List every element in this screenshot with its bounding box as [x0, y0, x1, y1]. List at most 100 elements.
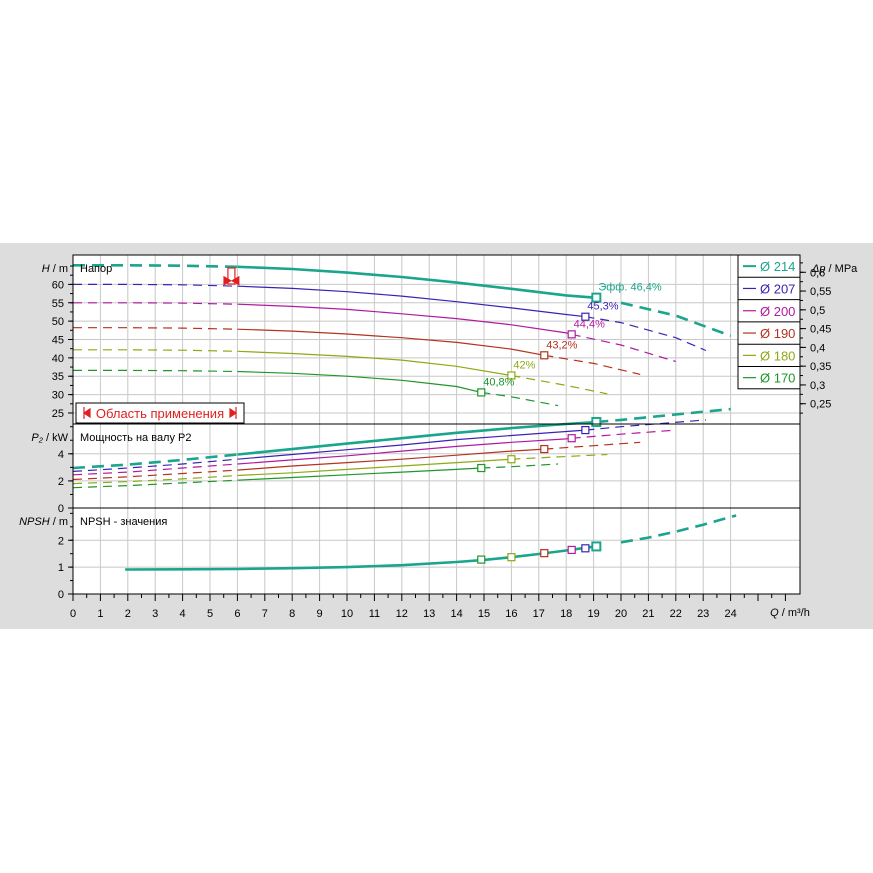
x-tick-label: 13 [423, 608, 435, 620]
y2-tick-label: 0,4 [810, 342, 825, 354]
application-range: Область применения [75, 402, 245, 424]
range-marker-flag-icon [227, 267, 236, 285]
y-tick-label: 35 [52, 371, 64, 383]
legend-entry-label: Ø 214 [760, 259, 795, 274]
y-axis-label-npsh: NPSH / m [19, 516, 68, 528]
legend-entry-label: Ø 200 [760, 304, 795, 319]
range-right-arrow-icon [229, 407, 238, 419]
axes-layer: 0 1 2 3 4 5 6 7 8 9 10 11 12 13 14 15 16 17 18 19 20 21 22 23 24… [19, 254, 858, 620]
y2-tick-label: 0,5 [810, 305, 825, 317]
x-tick-label: 15 [478, 608, 490, 620]
npsh-bep-marker [540, 549, 549, 558]
x-tick-label: 5 [207, 608, 213, 620]
y-tick-label: 25 [52, 408, 64, 420]
x-tick-label: 19 [587, 608, 599, 620]
y-tick-label: 50 [52, 316, 64, 328]
y-tick-label: 45 [52, 335, 64, 347]
bep-marker-power-3 [540, 444, 549, 454]
series-head-0-dashed-end [620, 301, 732, 338]
series-npsh-0-dashed-end [620, 514, 737, 544]
x-tick-label: 1 [97, 608, 103, 620]
series-head-1-dashed-start [73, 283, 238, 287]
efficiency-label: 45,3% [587, 301, 618, 313]
y-axis-label-power: P₂ / kW [31, 432, 68, 444]
y-tick-label: 1 [58, 562, 64, 574]
series-head-2-dashed-start [73, 302, 238, 305]
legend: Ø 214 Ø 207 Ø 200 Ø 190 Ø 180 Ø 170 [737, 254, 801, 390]
series-power-3-dashed-end [544, 441, 641, 450]
bep-marker-head-3 [540, 351, 549, 360]
x-tick-label: 9 [317, 608, 323, 620]
x-tick-label: 0 [70, 608, 76, 620]
x-tick-label: 3 [152, 608, 158, 620]
bep-marker-head-4 [507, 371, 516, 380]
series-power-5 [237, 467, 482, 481]
series-head-2-dashed-end [571, 333, 676, 363]
application-range-label: Область применения [96, 406, 224, 421]
x-tick-label: 12 [396, 608, 408, 620]
x-tick-label: 22 [670, 608, 682, 620]
y2-tick-label: 0,6 [810, 267, 825, 279]
y-tick-label: 2 [58, 476, 64, 488]
series-head-0 [237, 265, 594, 299]
npsh-bep-marker [567, 545, 576, 555]
x-tick-label: 20 [615, 608, 627, 620]
range-left-arrow-icon [82, 407, 91, 419]
bep-marker-head-0 [591, 292, 602, 303]
x-tick-label: 17 [533, 608, 545, 620]
series-power-0-dashed-start [72, 453, 238, 470]
legend-entry-label: Ø 180 [760, 348, 795, 363]
series-power-3-dashed-start [72, 469, 238, 481]
panel-title-npsh: NPSH - значения [80, 516, 167, 528]
series-power-2-dashed-end [571, 429, 676, 439]
series-head-4-dashed-start [73, 349, 238, 352]
range-marker-arrows-icon [223, 275, 240, 286]
series-power-4-dashed-start [72, 474, 238, 485]
series-power-1-dashed-start [72, 458, 238, 472]
x-tick-label: 18 [560, 608, 572, 620]
npsh-bep-marker [477, 555, 486, 564]
x-tick-label: 2 [125, 608, 131, 620]
series-power-2 [237, 437, 572, 465]
y-tick-label: 4 [58, 449, 64, 461]
x-tick-label: 6 [234, 608, 240, 620]
x-axis-label: Q / m³/h [770, 607, 810, 619]
series-power-5-dashed-end [481, 463, 559, 469]
y-tick-label: 30 [52, 390, 64, 402]
y-axis-label-head: H / m [42, 263, 68, 275]
legend-entry-label: Ø 190 [760, 326, 795, 341]
y-tick-label: 0 [58, 589, 64, 601]
bep-marker-head-1 [581, 312, 590, 321]
bep-marker-power-1 [581, 425, 590, 435]
y-tick-label: 2 [58, 535, 64, 547]
application-range-box [75, 402, 245, 424]
series-power-3 [237, 448, 545, 471]
series-head-1-dashed-end [585, 316, 707, 352]
x-tick-label: 23 [697, 608, 709, 620]
x-tick-label: 11 [369, 608, 380, 620]
y-tick-label: 60 [52, 279, 64, 291]
bep-marker-power-2 [567, 434, 576, 443]
series-head-3-dashed-start [73, 327, 238, 330]
series-head-0-dashed-start [73, 264, 238, 269]
x-tick-label: 14 [450, 608, 462, 620]
series-power-5-dashed-start [72, 479, 238, 489]
efficiency-label: Эфф. 46,4% [598, 282, 662, 294]
npsh-bep-marker [591, 541, 602, 552]
series-power-0 [237, 420, 597, 456]
series-head-5-dashed-start [73, 369, 238, 373]
series-head-5-dashed-end [481, 391, 559, 407]
x-tick-label: 4 [180, 608, 186, 620]
bep-marker-power-0 [591, 416, 602, 427]
npsh-bep-marker [581, 544, 590, 553]
legend-entry-label: Ø 170 [760, 371, 795, 386]
bep-marker-head-2 [567, 330, 576, 339]
x-tick-label: 7 [262, 608, 268, 620]
x-tick-label: 16 [505, 608, 517, 620]
bep-marker-power-4 [507, 455, 516, 464]
series-head-4 [237, 350, 512, 377]
plot-background-power [73, 424, 800, 508]
series-head-2 [237, 303, 572, 335]
series-layer: Эфф. 46,4% 45,3% 44,4% 43,2% 42% 40,8% Область… [72, 264, 737, 571]
